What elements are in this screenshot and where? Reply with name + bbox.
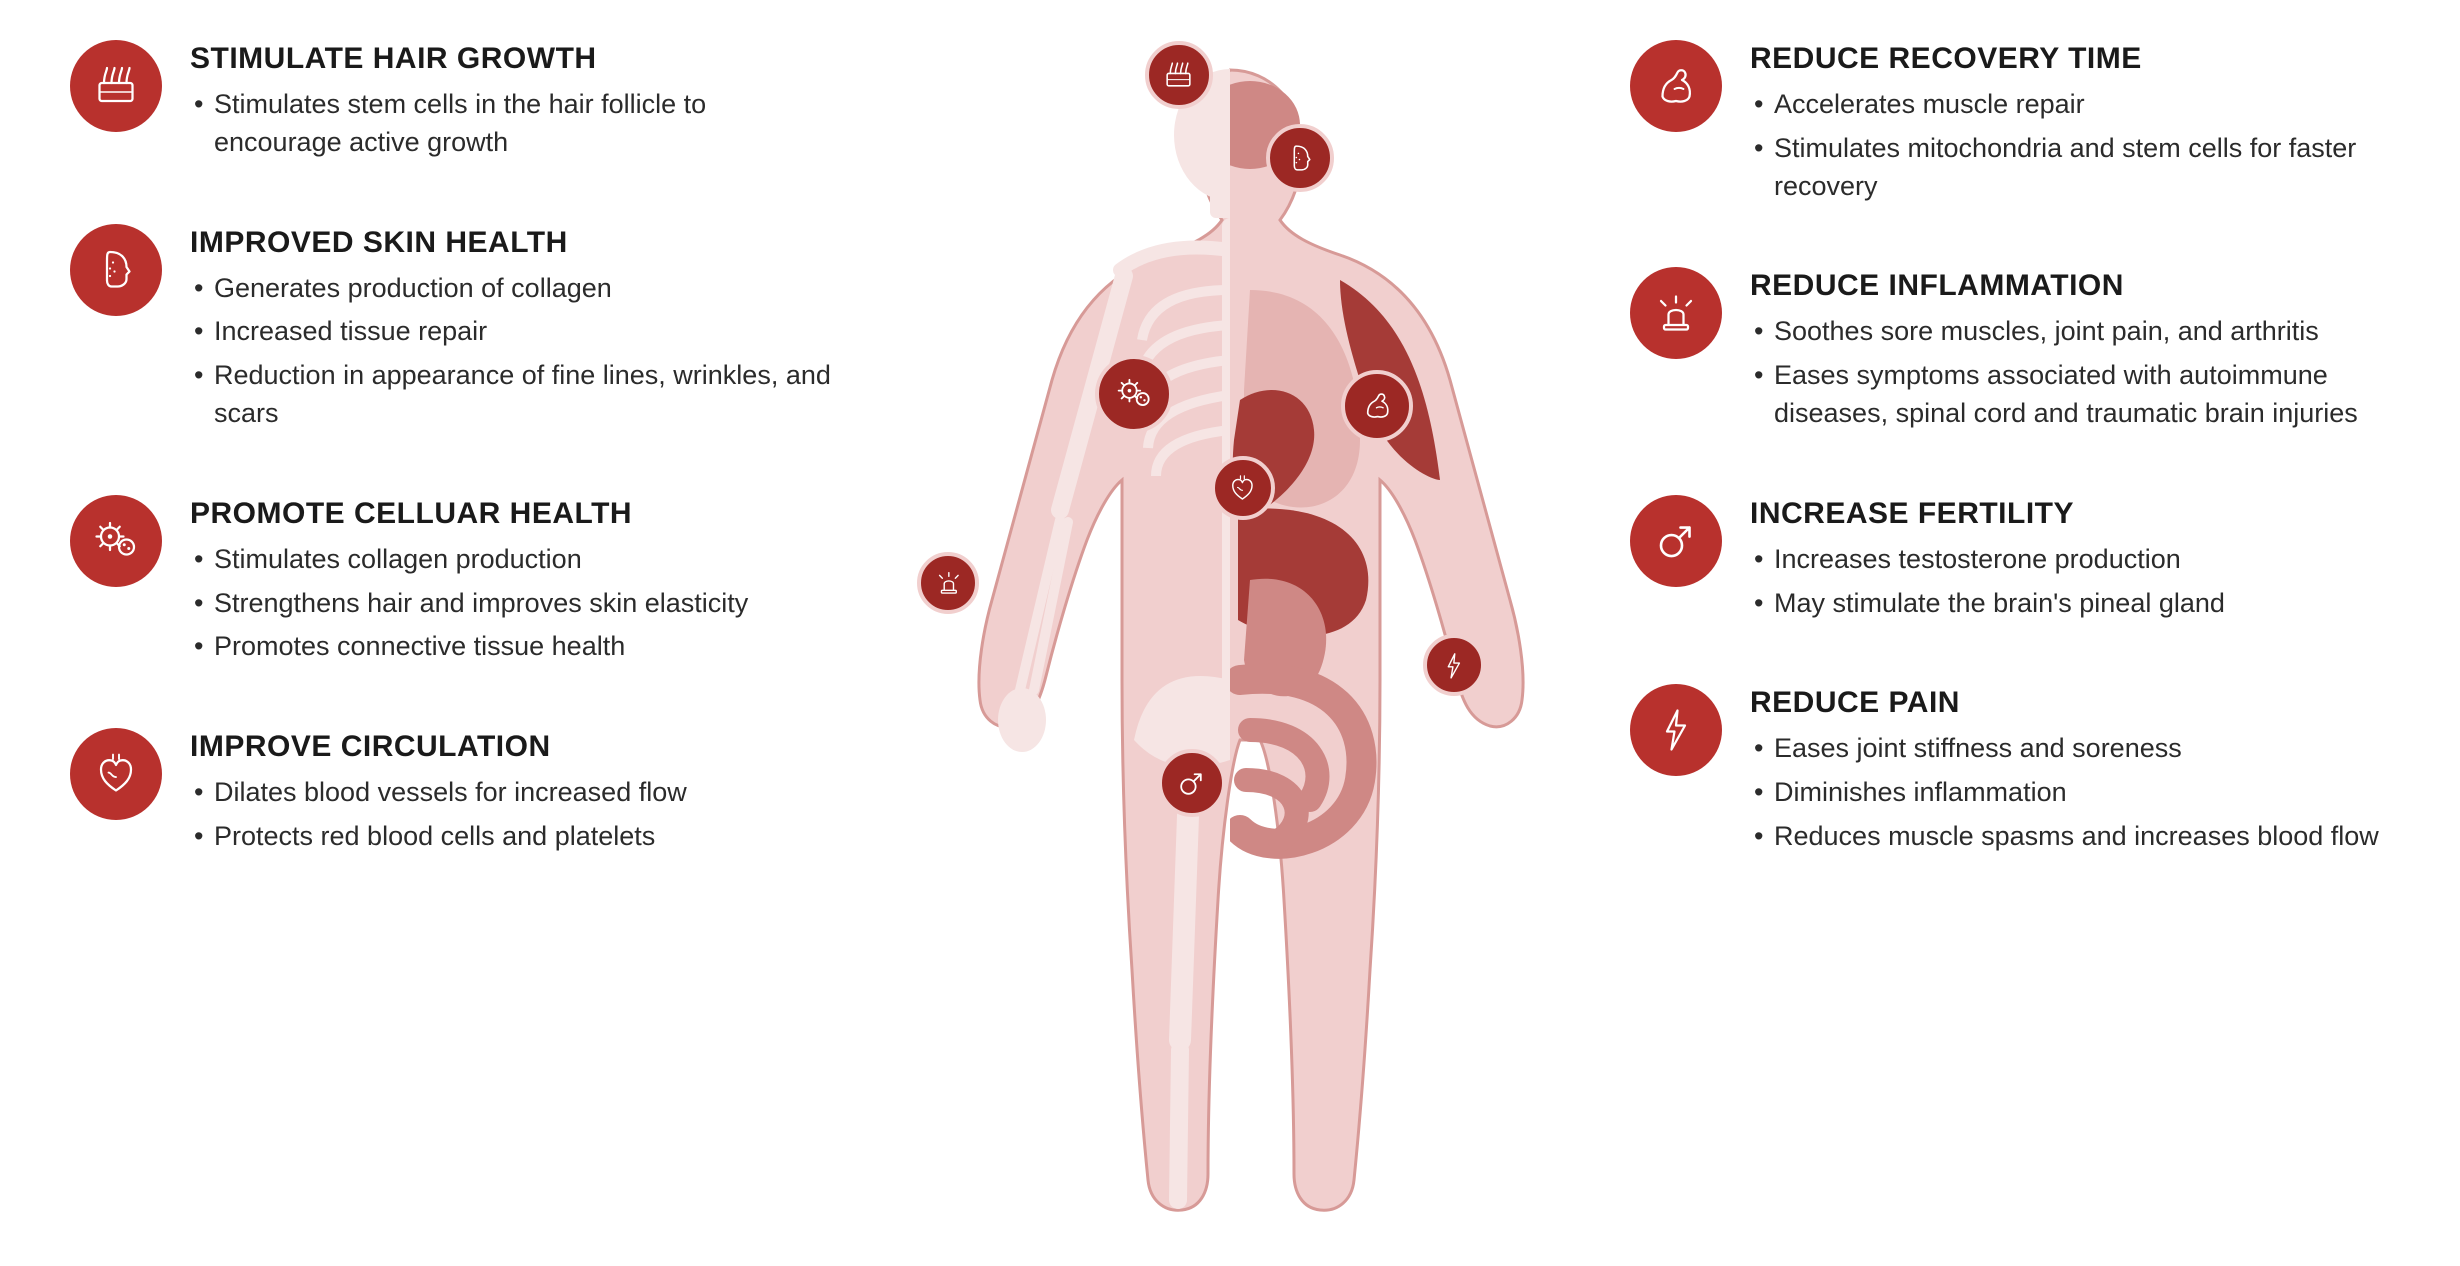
benefit-list: Stimulates stem cells in the hair follic… (190, 86, 840, 162)
benefit-title: REDUCE RECOVERY TIME (1750, 42, 2400, 76)
bullet: Eases symptoms associated with autoimmun… (1750, 357, 2400, 433)
face-icon (70, 224, 162, 316)
benefit-inflammation: REDUCE INFLAMMATION Soothes sore muscles… (1630, 267, 2400, 438)
benefit-text: IMPROVE CIRCULATION Dilates blood vessel… (190, 728, 840, 862)
marker-heart (1211, 456, 1275, 520)
muscle-icon (1630, 40, 1722, 132)
heart-icon (70, 728, 162, 820)
bullet: Increased tissue repair (190, 313, 840, 351)
marker-siren-elbow (917, 552, 979, 614)
bullet: Reduces muscle spasms and increases bloo… (1750, 818, 2400, 856)
right-column: REDUCE RECOVERY TIME Accelerates muscle … (1620, 40, 2400, 862)
body-figure (910, 40, 1550, 1220)
benefit-list: Accelerates muscle repair Stimulates mit… (1750, 86, 2400, 205)
bullet: Diminishes inflammation (1750, 774, 2400, 812)
marker-muscle-arm (1341, 370, 1413, 442)
bullet: Protects red blood cells and platelets (190, 818, 840, 856)
benefit-text: INCREASE FERTILITY Increases testosteron… (1750, 495, 2400, 629)
benefit-hair-growth: STIMULATE HAIR GROWTH Stimulates stem ce… (70, 40, 840, 168)
benefit-title: IMPROVE CIRCULATION (190, 730, 840, 764)
benefit-text: REDUCE PAIN Eases joint stiffness and so… (1750, 684, 2400, 861)
bullet: Reduction in appearance of fine lines, w… (190, 357, 840, 433)
bullet: Eases joint stiffness and soreness (1750, 730, 2400, 768)
bullet: Strengthens hair and improves skin elast… (190, 585, 840, 623)
bullet: May stimulate the brain's pineal gland (1750, 585, 2400, 623)
benefit-list: Stimulates collagen production Strengthe… (190, 541, 840, 666)
benefit-text: STIMULATE HAIR GROWTH Stimulates stem ce… (190, 40, 840, 168)
benefit-title: STIMULATE HAIR GROWTH (190, 42, 840, 76)
benefit-list: Dilates blood vessels for increased flow… (190, 774, 840, 856)
infographic-container: STIMULATE HAIR GROWTH Stimulates stem ce… (0, 0, 2460, 1266)
marker-hair (1145, 41, 1213, 109)
center-column (840, 40, 1620, 1220)
benefit-recovery-time: REDUCE RECOVERY TIME Accelerates muscle … (1630, 40, 2400, 211)
benefit-title: IMPROVED SKIN HEALTH (190, 226, 840, 260)
benefit-text: PROMOTE CELLUAR HEALTH Stimulates collag… (190, 495, 840, 672)
bullet: Accelerates muscle repair (1750, 86, 2400, 124)
benefit-text: REDUCE INFLAMMATION Soothes sore muscles… (1750, 267, 2400, 438)
marker-cell-chest (1095, 355, 1173, 433)
marker-fertility (1158, 749, 1226, 817)
benefit-cellular-health: PROMOTE CELLUAR HEALTH Stimulates collag… (70, 495, 840, 672)
bullet: Dilates blood vessels for increased flow (190, 774, 840, 812)
benefit-title: PROMOTE CELLUAR HEALTH (190, 497, 840, 531)
cell-icon (70, 495, 162, 587)
left-column: STIMULATE HAIR GROWTH Stimulates stem ce… (60, 40, 840, 862)
benefit-list: Increases testosterone production May st… (1750, 541, 2400, 623)
siren-icon (1630, 267, 1722, 359)
bullet: Stimulates mitochondria and stem cells f… (1750, 130, 2400, 206)
fertility-icon (1630, 495, 1722, 587)
hair-icon (70, 40, 162, 132)
benefit-text: IMPROVED SKIN HEALTH Generates productio… (190, 224, 840, 439)
bullet: Stimulates collagen production (190, 541, 840, 579)
bullet: Generates production of collagen (190, 270, 840, 308)
bolt-icon (1630, 684, 1722, 776)
benefit-title: REDUCE INFLAMMATION (1750, 269, 2400, 303)
bullet: Increases testosterone production (1750, 541, 2400, 579)
benefit-list: Soothes sore muscles, joint pain, and ar… (1750, 313, 2400, 432)
benefit-fertility: INCREASE FERTILITY Increases testosteron… (1630, 495, 2400, 629)
benefit-title: INCREASE FERTILITY (1750, 497, 2400, 531)
benefit-list: Eases joint stiffness and soreness Dimin… (1750, 730, 2400, 855)
benefit-skin-health: IMPROVED SKIN HEALTH Generates productio… (70, 224, 840, 439)
marker-face (1266, 124, 1334, 192)
benefit-title: REDUCE PAIN (1750, 686, 2400, 720)
benefit-list: Generates production of collagen Increas… (190, 270, 840, 433)
body-svg (910, 40, 1550, 1220)
bullet: Promotes connective tissue health (190, 628, 840, 666)
bullet: Soothes sore muscles, joint pain, and ar… (1750, 313, 2400, 351)
benefit-text: REDUCE RECOVERY TIME Accelerates muscle … (1750, 40, 2400, 211)
marker-bolt-forearm (1423, 634, 1485, 696)
benefit-circulation: IMPROVE CIRCULATION Dilates blood vessel… (70, 728, 840, 862)
benefit-pain: REDUCE PAIN Eases joint stiffness and so… (1630, 684, 2400, 861)
bullet: Stimulates stem cells in the hair follic… (190, 86, 840, 162)
